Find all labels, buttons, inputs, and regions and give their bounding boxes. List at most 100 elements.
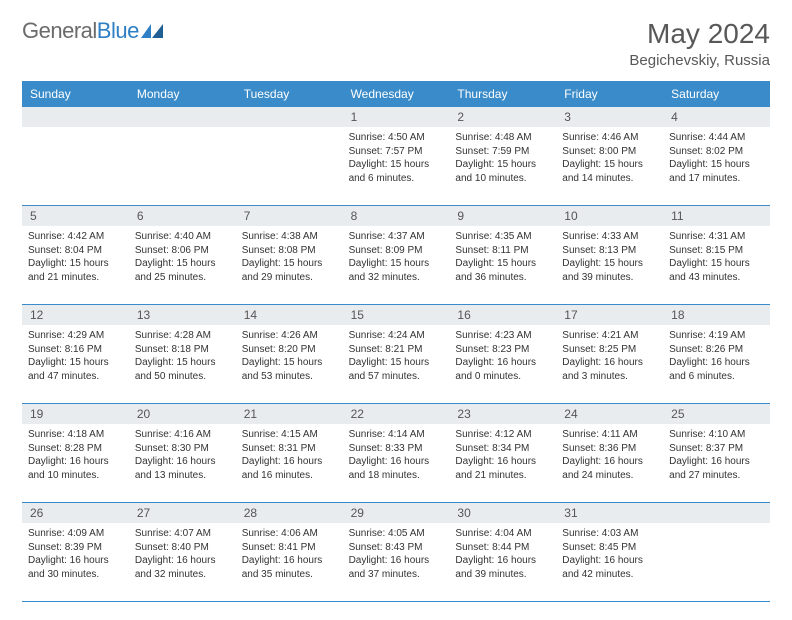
daylight-line: Daylight: 15 hours and 17 minutes.	[669, 158, 764, 185]
sunset-line: Sunset: 8:36 PM	[562, 442, 657, 456]
day-cell: Sunrise: 4:44 AMSunset: 8:02 PMDaylight:…	[663, 127, 770, 205]
day-cell: Sunrise: 4:37 AMSunset: 8:09 PMDaylight:…	[343, 226, 450, 304]
day-details: Sunrise: 4:42 AMSunset: 8:04 PMDaylight:…	[28, 230, 123, 284]
day-cell: Sunrise: 4:03 AMSunset: 8:45 PMDaylight:…	[556, 523, 663, 601]
day-cell: Sunrise: 4:31 AMSunset: 8:15 PMDaylight:…	[663, 226, 770, 304]
daylight-line: Daylight: 16 hours and 37 minutes.	[349, 554, 444, 581]
day-details: Sunrise: 4:05 AMSunset: 8:43 PMDaylight:…	[349, 527, 444, 581]
daynum-row: 12131415161718	[22, 305, 770, 325]
daylight-line: Daylight: 16 hours and 21 minutes.	[455, 455, 550, 482]
day-details: Sunrise: 4:40 AMSunset: 8:06 PMDaylight:…	[135, 230, 230, 284]
sunset-line: Sunset: 8:33 PM	[349, 442, 444, 456]
logo-text-2: Blue	[97, 18, 139, 44]
sunrise-line: Sunrise: 4:06 AM	[242, 527, 337, 541]
daynum-row: 567891011	[22, 206, 770, 226]
daylight-line: Daylight: 15 hours and 14 minutes.	[562, 158, 657, 185]
page-header: General Blue May 2024 Begichevskiy, Russ…	[22, 18, 770, 69]
day-details: Sunrise: 4:28 AMSunset: 8:18 PMDaylight:…	[135, 329, 230, 383]
sunset-line: Sunset: 8:13 PM	[562, 244, 657, 258]
day-number: 28	[236, 503, 343, 523]
calendar-grid: 12 34 Sunrise: 4:50 AMSunset: 7:57 PMDayli…	[22, 107, 770, 602]
sunrise-line: Sunrise: 4:15 AM	[242, 428, 337, 442]
day-cell: Sunrise: 4:06 AMSunset: 8:41 PMDaylight:…	[236, 523, 343, 601]
day-cell	[129, 127, 236, 205]
day-cell: Sunrise: 4:11 AMSunset: 8:36 PMDaylight:…	[556, 424, 663, 502]
sunrise-line: Sunrise: 4:50 AM	[349, 131, 444, 145]
day-details: Sunrise: 4:07 AMSunset: 8:40 PMDaylight:…	[135, 527, 230, 581]
day-cell	[236, 127, 343, 205]
day-details: Sunrise: 4:04 AMSunset: 8:44 PMDaylight:…	[455, 527, 550, 581]
day-cell: Sunrise: 4:35 AMSunset: 8:11 PMDaylight:…	[449, 226, 556, 304]
day-number: 27	[129, 503, 236, 523]
day-details: Sunrise: 4:38 AMSunset: 8:08 PMDaylight:…	[242, 230, 337, 284]
sunrise-line: Sunrise: 4:44 AM	[669, 131, 764, 145]
weekday-header: Sunday	[22, 81, 129, 107]
sunrise-line: Sunrise: 4:40 AM	[135, 230, 230, 244]
calendar-page: General Blue May 2024 Begichevskiy, Russ…	[0, 0, 792, 620]
daylight-line: Daylight: 16 hours and 0 minutes.	[455, 356, 550, 383]
day-cell: Sunrise: 4:23 AMSunset: 8:23 PMDaylight:…	[449, 325, 556, 403]
daynum-row: 262728293031	[22, 503, 770, 523]
day-number: 29	[343, 503, 450, 523]
sunset-line: Sunset: 8:37 PM	[669, 442, 764, 456]
day-cell: Sunrise: 4:19 AMSunset: 8:26 PMDaylight:…	[663, 325, 770, 403]
sunrise-line: Sunrise: 4:19 AM	[669, 329, 764, 343]
day-details: Sunrise: 4:16 AMSunset: 8:30 PMDaylight:…	[135, 428, 230, 482]
sunset-line: Sunset: 8:04 PM	[28, 244, 123, 258]
day-number: 7	[236, 206, 343, 226]
day-number: 3	[556, 107, 663, 127]
day-cell: Sunrise: 4:50 AMSunset: 7:57 PMDaylight:…	[343, 127, 450, 205]
day-cell: Sunrise: 4:46 AMSunset: 8:00 PMDaylight:…	[556, 127, 663, 205]
daylight-line: Daylight: 16 hours and 24 minutes.	[562, 455, 657, 482]
sail-icon	[141, 24, 163, 38]
day-cell: Sunrise: 4:26 AMSunset: 8:20 PMDaylight:…	[236, 325, 343, 403]
sunrise-line: Sunrise: 4:23 AM	[455, 329, 550, 343]
day-number: 15	[343, 305, 450, 325]
day-number: 21	[236, 404, 343, 424]
sunset-line: Sunset: 8:25 PM	[562, 343, 657, 357]
day-number: 16	[449, 305, 556, 325]
day-cell: Sunrise: 4:07 AMSunset: 8:40 PMDaylight:…	[129, 523, 236, 601]
day-number: 13	[129, 305, 236, 325]
daylight-line: Daylight: 15 hours and 47 minutes.	[28, 356, 123, 383]
daylight-line: Daylight: 16 hours and 30 minutes.	[28, 554, 123, 581]
day-number: 2	[449, 107, 556, 127]
daylight-line: Daylight: 16 hours and 32 minutes.	[135, 554, 230, 581]
day-cell: Sunrise: 4:10 AMSunset: 8:37 PMDaylight:…	[663, 424, 770, 502]
daylight-line: Daylight: 16 hours and 18 minutes.	[349, 455, 444, 482]
day-details: Sunrise: 4:06 AMSunset: 8:41 PMDaylight:…	[242, 527, 337, 581]
day-cell: Sunrise: 4:38 AMSunset: 8:08 PMDaylight:…	[236, 226, 343, 304]
logo-text-1: General	[22, 18, 97, 44]
day-number: 12	[22, 305, 129, 325]
day-details: Sunrise: 4:48 AMSunset: 7:59 PMDaylight:…	[455, 131, 550, 185]
daylight-line: Daylight: 15 hours and 36 minutes.	[455, 257, 550, 284]
daylight-line: Daylight: 15 hours and 57 minutes.	[349, 356, 444, 383]
day-number: 4	[663, 107, 770, 127]
day-number: 19	[22, 404, 129, 424]
day-number: 5	[22, 206, 129, 226]
day-number: 26	[22, 503, 129, 523]
sunrise-line: Sunrise: 4:38 AM	[242, 230, 337, 244]
daylight-line: Daylight: 16 hours and 10 minutes.	[28, 455, 123, 482]
sunset-line: Sunset: 8:45 PM	[562, 541, 657, 555]
daylight-line: Daylight: 15 hours and 21 minutes.	[28, 257, 123, 284]
daylight-line: Daylight: 15 hours and 10 minutes.	[455, 158, 550, 185]
sunrise-line: Sunrise: 4:12 AM	[455, 428, 550, 442]
sunset-line: Sunset: 8:11 PM	[455, 244, 550, 258]
sunrise-line: Sunrise: 4:14 AM	[349, 428, 444, 442]
day-number: 20	[129, 404, 236, 424]
week-row: Sunrise: 4:42 AMSunset: 8:04 PMDaylight:…	[22, 226, 770, 305]
sunset-line: Sunset: 8:43 PM	[349, 541, 444, 555]
day-number: 23	[449, 404, 556, 424]
sunset-line: Sunset: 8:08 PM	[242, 244, 337, 258]
day-number: 9	[449, 206, 556, 226]
weekday-header: Friday	[556, 81, 663, 107]
week-row: Sunrise: 4:29 AMSunset: 8:16 PMDaylight:…	[22, 325, 770, 404]
weekday-header: Saturday	[663, 81, 770, 107]
sunset-line: Sunset: 8:21 PM	[349, 343, 444, 357]
daylight-line: Daylight: 15 hours and 50 minutes.	[135, 356, 230, 383]
day-details: Sunrise: 4:18 AMSunset: 8:28 PMDaylight:…	[28, 428, 123, 482]
sunset-line: Sunset: 8:09 PM	[349, 244, 444, 258]
location-label: Begichevskiy, Russia	[629, 52, 770, 69]
sunset-line: Sunset: 8:28 PM	[28, 442, 123, 456]
